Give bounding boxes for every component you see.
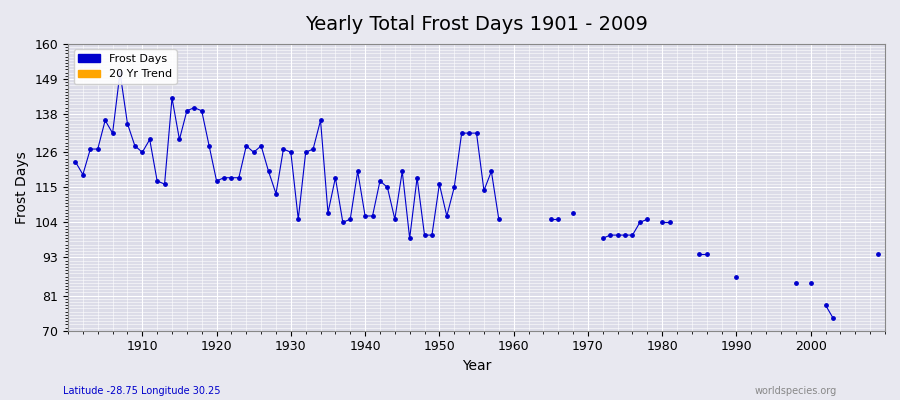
Point — [596, 235, 610, 242]
Point — [402, 235, 417, 242]
Point — [566, 210, 580, 216]
Point — [291, 216, 305, 222]
Point — [313, 117, 328, 124]
Point — [633, 219, 647, 226]
X-axis label: Year: Year — [462, 359, 491, 373]
Point — [826, 315, 841, 321]
Y-axis label: Frost Days: Frost Days — [15, 151, 29, 224]
Point — [662, 219, 677, 226]
Point — [91, 146, 105, 152]
Point — [261, 168, 275, 174]
Point — [320, 210, 335, 216]
Point — [439, 213, 454, 219]
Point — [551, 216, 565, 222]
Point — [105, 130, 120, 136]
Point — [425, 232, 439, 238]
Point — [469, 130, 483, 136]
Point — [388, 216, 402, 222]
Point — [83, 146, 97, 152]
Point — [410, 174, 424, 181]
Point — [380, 184, 394, 190]
Point — [284, 149, 298, 156]
Point — [477, 187, 491, 194]
Point — [870, 251, 885, 258]
Point — [343, 216, 357, 222]
Point — [299, 149, 313, 156]
Point — [239, 143, 254, 149]
Point — [121, 120, 135, 127]
Point — [418, 232, 432, 238]
Point — [692, 251, 706, 258]
Point — [172, 136, 186, 143]
Point — [447, 184, 462, 190]
Point — [655, 219, 670, 226]
Point — [254, 143, 268, 149]
Text: worldspecies.org: worldspecies.org — [755, 386, 837, 396]
Point — [603, 232, 617, 238]
Point — [187, 104, 202, 111]
Point — [432, 181, 446, 187]
Point — [454, 130, 469, 136]
Point — [491, 216, 506, 222]
Legend: Frost Days, 20 Yr Trend: Frost Days, 20 Yr Trend — [74, 50, 176, 84]
Point — [269, 190, 284, 197]
Point — [788, 280, 803, 286]
Point — [395, 168, 410, 174]
Point — [350, 168, 365, 174]
Point — [180, 108, 194, 114]
Point — [358, 213, 373, 219]
Point — [618, 232, 633, 238]
Point — [135, 149, 149, 156]
Point — [804, 280, 818, 286]
Point — [247, 149, 261, 156]
Point — [640, 216, 654, 222]
Point — [158, 181, 172, 187]
Point — [729, 273, 743, 280]
Title: Yearly Total Frost Days 1901 - 2009: Yearly Total Frost Days 1901 - 2009 — [305, 15, 648, 34]
Point — [150, 178, 165, 184]
Point — [336, 219, 350, 226]
Point — [210, 178, 224, 184]
Point — [484, 168, 499, 174]
Point — [98, 117, 112, 124]
Point — [462, 130, 476, 136]
Point — [231, 174, 246, 181]
Point — [128, 143, 142, 149]
Point — [328, 174, 343, 181]
Point — [142, 136, 157, 143]
Point — [194, 108, 209, 114]
Point — [276, 146, 291, 152]
Point — [224, 174, 238, 181]
Point — [818, 302, 832, 308]
Point — [165, 95, 179, 101]
Point — [610, 232, 625, 238]
Point — [544, 216, 558, 222]
Point — [626, 232, 640, 238]
Point — [306, 146, 320, 152]
Point — [112, 69, 127, 76]
Text: Latitude -28.75 Longitude 30.25: Latitude -28.75 Longitude 30.25 — [63, 386, 220, 396]
Point — [365, 213, 380, 219]
Point — [373, 178, 387, 184]
Point — [217, 174, 231, 181]
Point — [202, 143, 216, 149]
Point — [76, 171, 90, 178]
Point — [68, 159, 83, 165]
Point — [699, 251, 714, 258]
